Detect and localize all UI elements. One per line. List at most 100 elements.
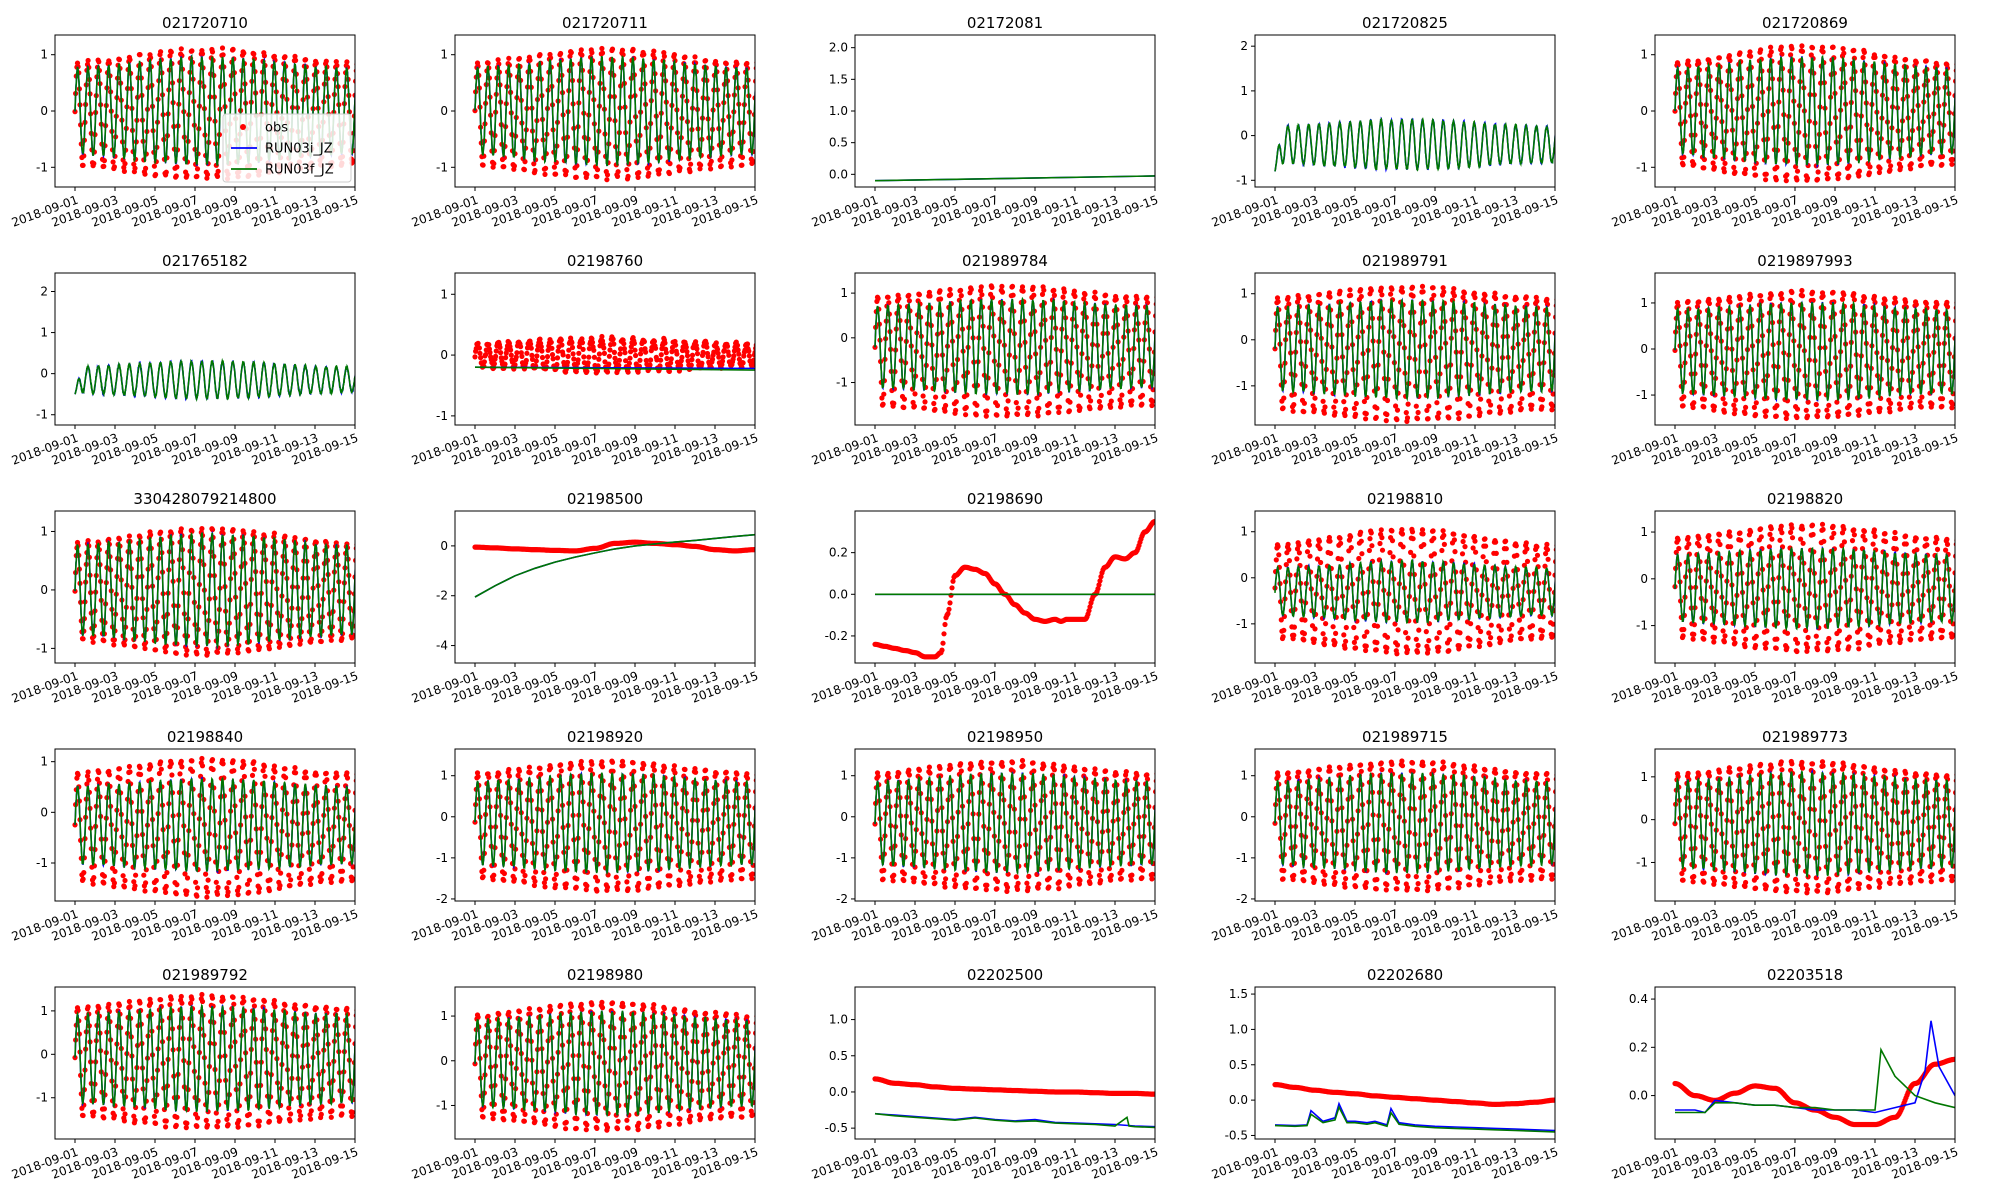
obs-point <box>570 351 576 357</box>
obs-point <box>1343 624 1349 631</box>
y-tick-label: 1 <box>440 287 448 301</box>
obs-point <box>1834 399 1840 405</box>
obs-point <box>1162 340 1167 345</box>
obs-point <box>565 353 571 359</box>
obs-point <box>1163 322 1168 327</box>
obs-point <box>1529 402 1535 408</box>
obs-point <box>1337 288 1343 294</box>
obs-point <box>1163 530 1168 535</box>
obs-point <box>1939 396 1946 402</box>
y-tick-label: 1 <box>1240 84 1248 98</box>
obs-point <box>772 543 777 548</box>
obs-point <box>651 338 658 344</box>
obs-point <box>1681 394 1687 400</box>
obs-point <box>1539 404 1545 410</box>
obs-point <box>1388 291 1394 297</box>
obs-point <box>292 535 298 541</box>
y-tick-label: -1 <box>1236 379 1248 393</box>
obs-point <box>481 359 487 365</box>
obs-point <box>511 163 517 169</box>
obs-point <box>1273 557 1279 563</box>
obs-point <box>1763 408 1769 414</box>
series-obs <box>472 539 777 554</box>
obs-point <box>1571 392 1576 397</box>
obs-point <box>1733 397 1739 403</box>
obs-point <box>1020 288 1026 294</box>
obs-point <box>1005 398 1011 404</box>
obs-point <box>523 357 529 364</box>
obs-point <box>1557 337 1562 342</box>
obs-point <box>973 412 979 418</box>
obs-point <box>1508 403 1514 409</box>
obs-point <box>772 357 777 362</box>
obs-point <box>111 642 117 648</box>
obs-point <box>293 57 299 64</box>
obs-point <box>872 344 878 350</box>
obs-point <box>1737 50 1743 56</box>
obs-point <box>896 295 902 302</box>
obs-point <box>1026 399 1032 405</box>
obs-point <box>501 164 507 170</box>
obs-point <box>368 150 373 155</box>
obs-point <box>1917 398 1923 404</box>
plot-area <box>1272 526 1555 657</box>
obs-point <box>1363 416 1369 422</box>
obs-point <box>1856 412 1862 418</box>
subplot: 02198978410-12018-09-012018-09-032018-09… <box>810 252 1176 468</box>
obs-point <box>1169 396 1174 401</box>
obs-point <box>486 342 492 348</box>
obs-point <box>531 161 537 167</box>
obs-point <box>1404 415 1411 421</box>
obs-point <box>153 171 159 178</box>
subplot-title: 021765182 <box>162 252 248 270</box>
obs-point <box>1291 624 1297 630</box>
obs-point <box>766 544 771 549</box>
obs-point <box>761 156 766 161</box>
obs-point <box>251 51 257 57</box>
y-tick-label: 0 <box>40 367 48 381</box>
obs-point <box>1824 171 1830 177</box>
subplot: 33042807921480010-12018-09-012018-09-032… <box>10 490 377 706</box>
obs-point <box>1321 410 1327 416</box>
obs-point <box>979 292 985 298</box>
series-line-run03f-jz <box>74 53 355 167</box>
obs-point <box>1972 173 1977 178</box>
obs-point <box>318 638 324 645</box>
obs-point <box>1056 409 1062 415</box>
obs-point <box>1960 160 1965 165</box>
obs-point <box>1348 545 1354 551</box>
y-tick-label: -0.2 <box>825 629 848 643</box>
obs-point <box>769 359 774 364</box>
obs-point <box>1164 533 1169 538</box>
obs-point <box>361 156 366 161</box>
obs-point <box>189 528 195 534</box>
obs-point <box>1153 519 1155 525</box>
obs-point <box>1171 390 1176 395</box>
obs-point <box>516 55 523 62</box>
obs-point <box>1519 396 1525 402</box>
axes-frame <box>54 272 356 426</box>
obs-point <box>1332 409 1338 416</box>
obs-point <box>1958 139 1963 144</box>
obs-point <box>173 650 179 656</box>
obs-point <box>1835 176 1841 182</box>
obs-point <box>241 50 247 56</box>
obs-point <box>1119 392 1125 398</box>
obs-point <box>357 577 362 582</box>
obs-point <box>614 173 621 179</box>
obs-point <box>372 643 377 648</box>
obs-point <box>1358 287 1364 293</box>
obs-point <box>357 99 362 104</box>
obs-point <box>1722 401 1728 407</box>
obs-point <box>1081 296 1087 302</box>
obs-point <box>369 168 374 173</box>
obs-point <box>1003 406 1009 412</box>
obs-point <box>678 362 684 368</box>
obs-point <box>1835 413 1841 419</box>
obs-point <box>1014 411 1021 417</box>
obs-point <box>91 160 97 167</box>
obs-point <box>757 120 762 125</box>
obs-point <box>1539 397 1546 403</box>
plot-area <box>472 533 777 598</box>
